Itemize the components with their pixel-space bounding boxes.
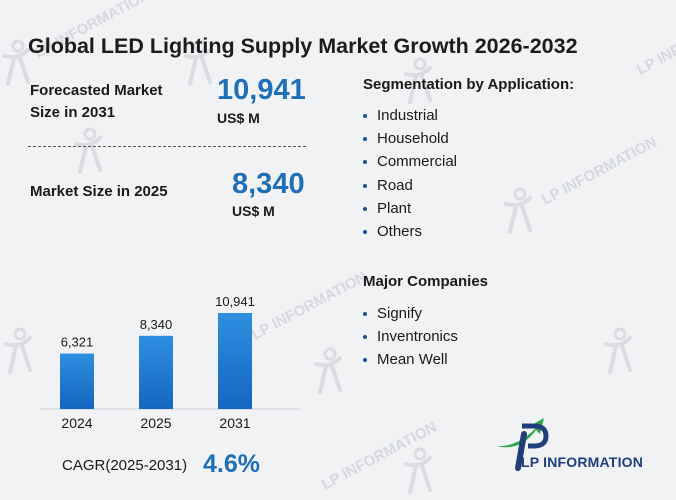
forecast-label-line1: Forecasted Market [30,82,163,99]
segment-item: Household [363,127,457,150]
forecast-value: 10,941 [217,74,306,106]
watermark-text: LP INFORMATION [539,134,660,209]
forecast-unit: US$ M [217,110,260,126]
data-label-2031: 10,941 [215,294,255,309]
companies-title: Major Companies [363,273,489,290]
segment-item: Industrial [363,104,457,127]
segmentation-list: Industrial Household Commercial Road Plant Ot… [363,104,457,243]
company-item: Mean Well [363,348,458,371]
bar-chart: 6,321 2024 8,340 2025 10,941 2031 [40,294,300,431]
companies-list: Signify Inventronics Mean Well [363,302,458,372]
x-tick-2025: 2025 [140,415,171,431]
company-item: Signify [363,302,458,325]
current-value: 8,340 [232,168,305,200]
segment-item: Plant [363,197,457,220]
bar-2031 [218,313,252,409]
segment-item: Commercial [363,150,457,173]
cagr-value: 4.6% [203,450,260,478]
segment-item: Road [363,174,457,197]
data-label-2025: 8,340 [140,317,173,332]
page-title: Global LED Lighting Supply Market Growth… [28,34,578,58]
cagr-label: CAGR(2025-2031) [62,457,188,474]
forecast-label: Forecasted Market Size in 2031 [30,80,163,124]
forecast-label-line2: Size in 2031 [30,104,116,121]
current-label: Market Size in 2025 [30,183,168,200]
segmentation-title: Segmentation by Application: [363,76,575,93]
kpi-divider [28,146,306,147]
current-unit: US$ M [232,203,275,219]
segment-item: Others [363,220,457,243]
logo-text: LP INFORMATION [521,454,644,470]
watermark-text: LP INFORMATION [634,4,676,79]
company-item: Inventronics [363,325,458,348]
x-tick-2031: 2031 [219,415,250,431]
bar-2025 [139,335,173,409]
lp-information-logo-icon [496,418,549,471]
bar-2024 [60,353,94,409]
data-label-2024: 6,321 [61,335,94,350]
x-tick-2024: 2024 [61,415,92,431]
